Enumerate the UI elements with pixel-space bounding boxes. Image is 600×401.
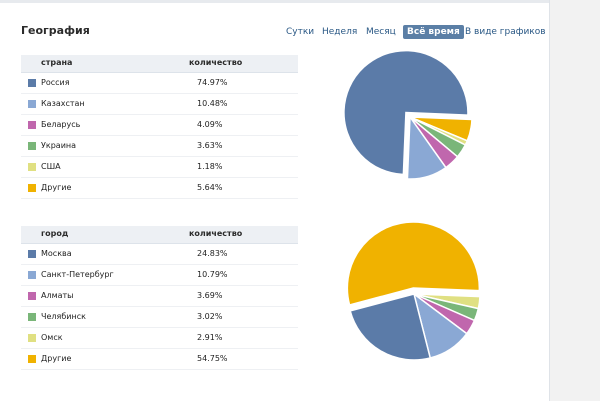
geography-panel: География Сутки Неделя Месяц Всё время В… xyxy=(0,0,550,401)
city-name: Омск xyxy=(41,333,63,342)
city-value: 10.79% xyxy=(197,270,228,279)
city-pie-chart xyxy=(346,221,481,361)
country-name: Казахстан xyxy=(41,99,85,108)
country-name: Россия xyxy=(41,78,70,87)
page-title: География xyxy=(21,24,90,37)
legend-swatch xyxy=(28,313,36,321)
tab-as-charts[interactable]: В виде графиков xyxy=(465,27,546,37)
legend-swatch xyxy=(28,334,36,342)
top-divider xyxy=(0,0,549,3)
table-row: Украина 3.63% xyxy=(21,136,298,157)
city-name: Челябинск xyxy=(41,312,86,321)
country-name: Другие xyxy=(41,183,72,192)
city-value: 3.69% xyxy=(197,291,223,300)
legend-swatch xyxy=(28,79,36,87)
table-row: Санкт-Петербург 10.79% xyxy=(21,265,298,286)
tab-week[interactable]: Неделя xyxy=(322,27,358,37)
column-header-count: количество xyxy=(189,58,243,67)
column-header-country: страна xyxy=(41,58,73,67)
legend-swatch xyxy=(28,355,36,363)
table-row: Другие 5.64% xyxy=(21,178,298,199)
pie-slice[interactable] xyxy=(343,49,469,176)
city-value: 2.91% xyxy=(197,333,223,342)
city-name: Другие xyxy=(41,354,72,363)
city-name: Санкт-Петербург xyxy=(41,270,114,279)
country-value: 74.97% xyxy=(197,78,228,87)
table-row: Казахстан 10.48% xyxy=(21,94,298,115)
country-value: 3.63% xyxy=(197,141,223,150)
table-row: Россия 74.97% xyxy=(21,73,298,94)
pie-slice[interactable] xyxy=(406,114,447,180)
legend-swatch xyxy=(28,121,36,129)
table-row: Омск 2.91% xyxy=(21,328,298,349)
legend-swatch xyxy=(28,250,36,258)
city-name: Москва xyxy=(41,249,72,258)
table-row: Москва 24.83% xyxy=(21,244,298,265)
country-value: 5.64% xyxy=(197,183,223,192)
table-row: США 1.18% xyxy=(21,157,298,178)
country-name: США xyxy=(41,162,61,171)
legend-swatch xyxy=(28,292,36,300)
tab-month[interactable]: Месяц xyxy=(366,27,396,37)
table-row: Алматы 3.69% xyxy=(21,286,298,307)
country-name: Украина xyxy=(41,141,77,150)
table-row: Другие 54.75% xyxy=(21,349,298,370)
legend-swatch xyxy=(28,184,36,192)
country-name: Беларусь xyxy=(41,120,81,129)
pie-slice[interactable] xyxy=(346,221,481,306)
column-header-count: количество xyxy=(189,229,243,238)
country-value: 1.18% xyxy=(197,162,223,171)
city-value: 24.83% xyxy=(197,249,228,258)
country-table: страна количество Россия 74.97% Казахста… xyxy=(21,55,298,199)
city-table-header: город количество xyxy=(21,226,298,244)
pie-slice[interactable] xyxy=(349,293,432,361)
country-table-header: страна количество xyxy=(21,55,298,73)
country-value: 4.09% xyxy=(197,120,223,129)
legend-swatch xyxy=(28,271,36,279)
tab-day[interactable]: Сутки xyxy=(286,27,315,37)
city-value: 54.75% xyxy=(197,354,228,363)
country-value: 10.48% xyxy=(197,99,228,108)
period-tabs: Сутки Неделя Месяц Всё время В виде граф… xyxy=(282,25,549,41)
city-name: Алматы xyxy=(41,291,74,300)
city-value: 3.02% xyxy=(197,312,223,321)
city-table: город количество Москва 24.83% Санкт-Пет… xyxy=(21,226,298,370)
legend-swatch xyxy=(28,100,36,108)
legend-swatch xyxy=(28,163,36,171)
legend-swatch xyxy=(28,142,36,150)
table-row: Челябинск 3.02% xyxy=(21,307,298,328)
column-header-city: город xyxy=(41,229,69,238)
table-row: Беларусь 4.09% xyxy=(21,115,298,136)
country-pie-chart xyxy=(343,49,473,180)
tab-all-time[interactable]: Всё время xyxy=(403,25,464,39)
